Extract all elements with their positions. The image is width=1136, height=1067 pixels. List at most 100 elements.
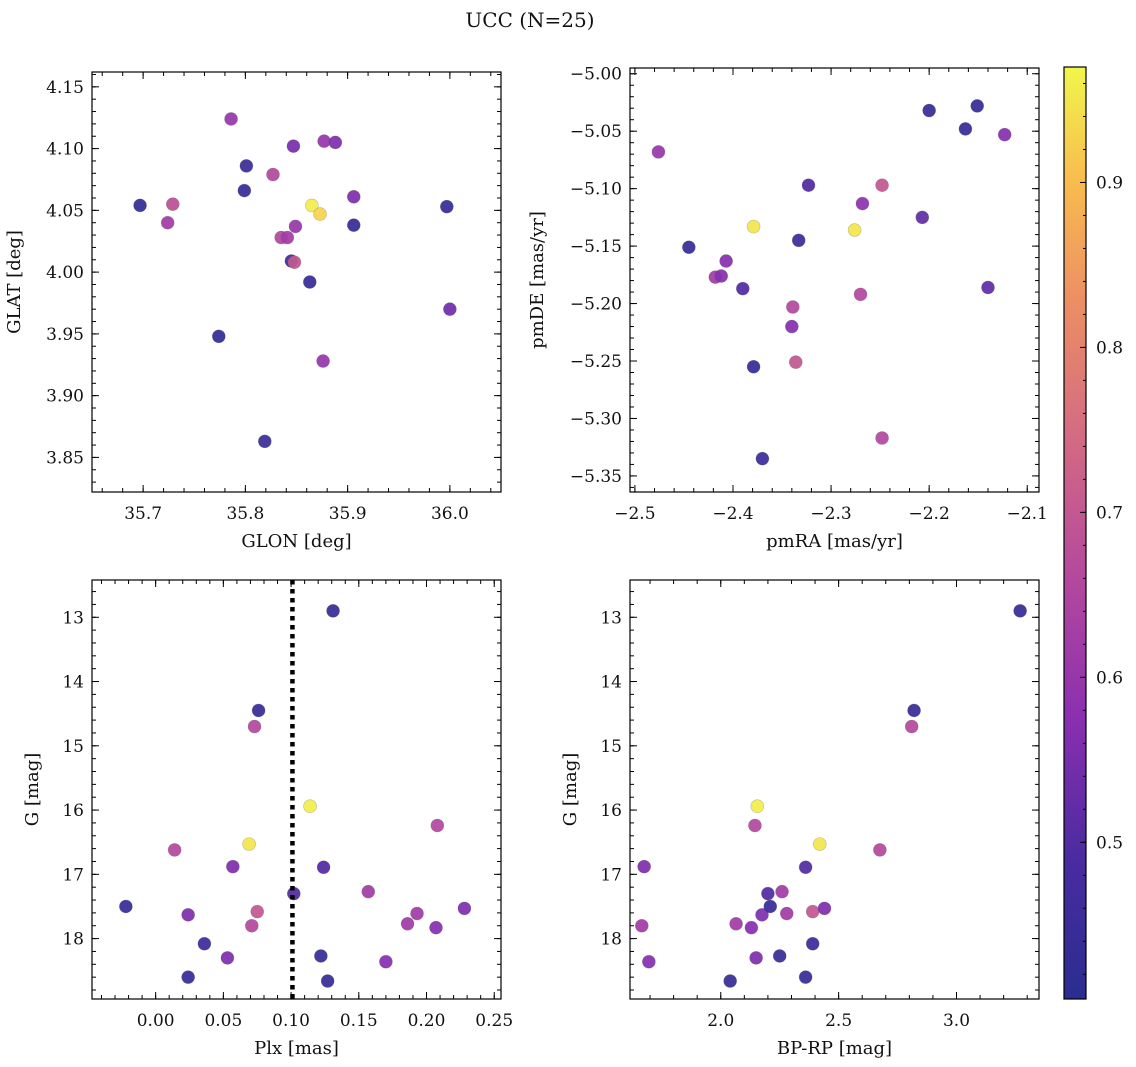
y-tick-label: −5.15 (570, 237, 622, 257)
data-point (763, 899, 778, 914)
x-tick-label: −2.2 (909, 504, 950, 524)
data-point (798, 860, 813, 875)
data-point (247, 719, 262, 734)
data-point (326, 604, 340, 618)
tick-marks (92, 580, 501, 999)
x-axis-label: pmRA [mas/yr] (766, 531, 903, 552)
y-tick-label: 4.10 (46, 140, 84, 160)
data-point (316, 354, 330, 368)
data-point (997, 127, 1012, 142)
data-point (761, 886, 775, 901)
data-point (250, 904, 265, 919)
data-point (775, 884, 789, 899)
data-point (970, 99, 985, 113)
data-point (197, 936, 212, 951)
data-point (875, 178, 889, 193)
data-point (430, 818, 445, 833)
data-point (907, 703, 921, 718)
y-tick-label: −5.30 (570, 409, 622, 429)
x-tick-label: 2.0 (707, 1011, 734, 1031)
y-tick-label: 15 (62, 737, 84, 757)
y-tick-label: −5.35 (570, 467, 622, 487)
data-point (772, 949, 787, 963)
data-point (226, 859, 240, 874)
panel-bprp_g: 2.0 2.5 3.0 13 14 15 16 17 18 BP-RP [mag] G [mag] (560, 579, 1040, 1059)
axes-frame (91, 579, 502, 1000)
y-axis-label: G [mag] (22, 753, 43, 826)
y-tick-label: −5.10 (570, 180, 622, 200)
data-point (729, 917, 743, 931)
y-tick-label: 18 (62, 930, 84, 950)
x-axis-label: GLON [deg] (241, 531, 351, 552)
data-point (379, 954, 393, 969)
scatter-points (119, 604, 472, 988)
y-axis-label: pmDE [mas/yr] (527, 211, 548, 349)
data-point (346, 218, 361, 232)
data-point (181, 908, 195, 922)
data-point (922, 103, 936, 118)
data-point (651, 145, 666, 159)
y-tick-label: 4.15 (46, 78, 84, 98)
data-point (361, 884, 376, 899)
y-tick-label: 17 (600, 865, 622, 885)
tick-marks (630, 580, 1039, 999)
axes-frame (629, 579, 1040, 1000)
y-tick-label: −5.00 (570, 65, 622, 85)
data-point (847, 223, 862, 237)
colorbar-tick-label: 0.6 (1096, 668, 1123, 688)
data-point (181, 970, 195, 984)
y-axis-label: G [mag] (560, 753, 581, 826)
data-point (981, 280, 995, 295)
data-point (302, 275, 317, 289)
y-tick-label: −5.25 (570, 352, 622, 372)
data-point (714, 269, 729, 283)
x-tick-label: 3.0 (943, 1011, 970, 1031)
data-point (855, 196, 870, 211)
data-point (280, 230, 295, 245)
y-tick-label: 14 (600, 673, 622, 693)
scatter-points (651, 99, 1012, 466)
colorbar-tick-label: 0.8 (1096, 338, 1123, 358)
data-point (317, 134, 331, 148)
x-tick-label: 2.5 (825, 1011, 852, 1031)
figure-title: UCC (N=25) (465, 8, 594, 32)
panel-plx_g: 0.00 0.05 0.10 0.15 0.20 0.25 13 14 15 16 17 18 Plx … (22, 579, 513, 1059)
y-tick-label: 13 (62, 608, 84, 628)
y-tick-label: 17 (62, 865, 84, 885)
data-point (305, 198, 319, 213)
x-tick-label: 0.20 (408, 1011, 446, 1031)
data-point (798, 970, 813, 984)
data-point (748, 818, 762, 833)
colorbar-gradient (1063, 66, 1087, 1000)
x-tick-label: 0.25 (475, 1011, 513, 1031)
data-point (167, 843, 182, 857)
data-point (915, 210, 930, 225)
data-point (288, 219, 303, 234)
data-point (266, 167, 280, 182)
x-tick-label: 0.05 (204, 1011, 242, 1031)
data-point (220, 951, 235, 965)
colorbar-tick-label: 0.7 (1096, 503, 1123, 523)
x-tick-label: 36.0 (431, 504, 469, 524)
data-point (723, 974, 737, 988)
data-point (788, 355, 803, 369)
data-point (242, 837, 256, 851)
data-point (237, 183, 252, 198)
data-point (313, 207, 327, 221)
x-tick-label: 35.8 (226, 504, 264, 524)
data-point (853, 287, 868, 302)
data-point (750, 799, 765, 814)
data-point (245, 918, 259, 933)
colorbar-tick-label: 0.5 (1096, 833, 1123, 853)
y-tick-label: 14 (62, 673, 84, 693)
x-tick-label: 0.00 (137, 1011, 175, 1031)
panel-pmra_pmde: −2.5 −2.4 −2.3 −2.2 −2.1 −5.35 −5.30 −5.25 −5.20… (527, 65, 1048, 552)
scatter-points (133, 112, 457, 449)
colorbar: 0.5 0.6 0.7 0.8 0.9 (1063, 66, 1123, 1000)
data-point (682, 240, 696, 255)
y-tick-label: 4.05 (46, 201, 84, 221)
data-point (637, 859, 651, 874)
data-point (755, 451, 770, 466)
data-point (785, 319, 799, 334)
